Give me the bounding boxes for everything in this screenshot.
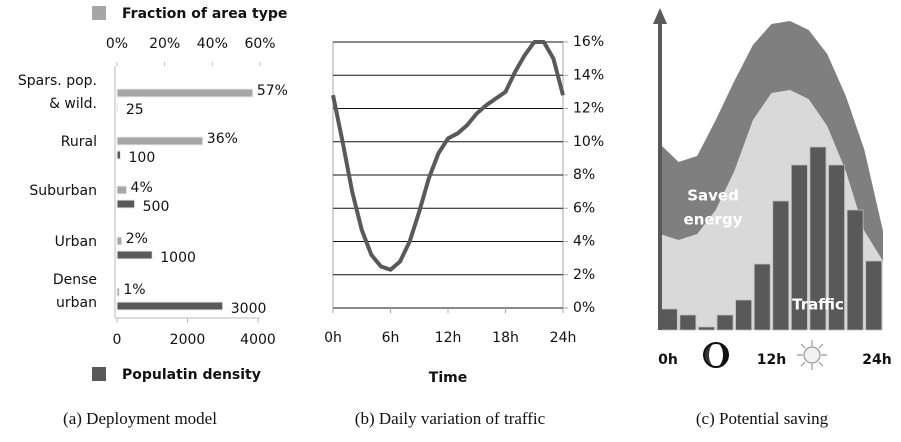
moon-icon: [703, 342, 729, 368]
traffic-bar: [809, 146, 827, 331]
value-label: 25: [126, 102, 144, 118]
x-tick-label: 6h: [382, 330, 400, 346]
bar: [116, 236, 123, 246]
x-tick-label: 24h: [862, 352, 891, 368]
legend-swatch: [92, 367, 106, 381]
y-tick-label: 10%: [573, 134, 604, 150]
caption: (a) Deployment model: [63, 409, 217, 428]
traffic-bar: [679, 314, 697, 331]
traffic-bar: [828, 164, 845, 331]
value-label: 1000: [160, 250, 196, 266]
x2-tick-label: 0%: [106, 36, 128, 52]
y-tick-label: 12%: [573, 101, 604, 117]
x-tick-label: 24h: [550, 330, 577, 346]
traffic-bar: [735, 299, 753, 331]
traffic-bar: [660, 308, 678, 331]
energy-area: [660, 90, 883, 330]
value-label: 57%: [257, 83, 288, 99]
traffic-bar: [716, 314, 734, 331]
x2-tick-label: 40%: [197, 36, 228, 52]
traffic-bar: [865, 260, 883, 331]
traffic-bar: [846, 209, 864, 331]
x-tick-label: 12h: [757, 352, 786, 368]
x-tick-label: 12h: [435, 330, 462, 346]
bar: [116, 301, 224, 311]
category-label: Suburban: [29, 183, 97, 199]
x-tick-label: 2000: [170, 332, 206, 348]
traffic-bar: [772, 200, 790, 331]
value-label: 36%: [207, 131, 238, 147]
category-label: urban: [56, 295, 97, 311]
y-tick-label: 4%: [573, 234, 595, 250]
category-label: Spars. pop.: [18, 73, 97, 89]
legend-label: Populatin density: [122, 367, 261, 383]
category-label: Rural: [61, 134, 97, 150]
arrow-head: [653, 8, 667, 24]
bar: [116, 136, 204, 146]
x-tick-label: 0h: [658, 352, 678, 368]
value-label: 3000: [231, 301, 267, 317]
category-label: Dense: [53, 272, 97, 288]
bar: [116, 150, 122, 160]
bar: [116, 287, 120, 297]
x2-tick-label: 20%: [149, 36, 180, 52]
x-tick-label: 0: [113, 332, 122, 348]
y-tick-label: 8%: [573, 167, 595, 183]
annotation: energy: [684, 211, 743, 229]
y-tick-label: 16%: [573, 34, 604, 50]
value-label: 2%: [126, 231, 148, 247]
annotation: Saved: [687, 187, 739, 205]
x-axis-label: Time: [429, 370, 467, 386]
x2-tick-label: 60%: [244, 36, 275, 52]
caption: (b) Daily variation of traffic: [355, 409, 546, 428]
x-tick-label: 4000: [240, 332, 276, 348]
y-tick-label: 14%: [573, 67, 604, 83]
caption: (c) Potential saving: [696, 409, 829, 428]
category-label: Urban: [55, 234, 97, 250]
y-tick-label: 2%: [573, 267, 595, 283]
legend-swatch: [92, 6, 106, 20]
bar: [116, 185, 128, 195]
y-tick-label: 6%: [573, 200, 595, 216]
x-tick-label: 0h: [324, 330, 342, 346]
bar: [116, 250, 153, 260]
bar: [116, 199, 136, 209]
traffic-bar: [698, 326, 715, 331]
y-tick-label: 0%: [573, 300, 595, 316]
bar: [116, 102, 119, 112]
value-label: 100: [129, 150, 156, 166]
bar: [116, 88, 254, 98]
category-label: & wild.: [49, 96, 97, 112]
sun-icon: [797, 340, 827, 370]
value-label: 4%: [131, 180, 153, 196]
traffic-bar: [753, 263, 771, 331]
traffic-line: [331, 40, 565, 272]
traffic-bar: [790, 164, 808, 331]
x-tick-label: 18h: [492, 330, 519, 346]
value-label: 500: [143, 199, 170, 215]
legend-label: Fraction of area type: [122, 6, 287, 22]
value-label: 1%: [123, 282, 145, 298]
annotation: Traffic: [792, 296, 844, 314]
